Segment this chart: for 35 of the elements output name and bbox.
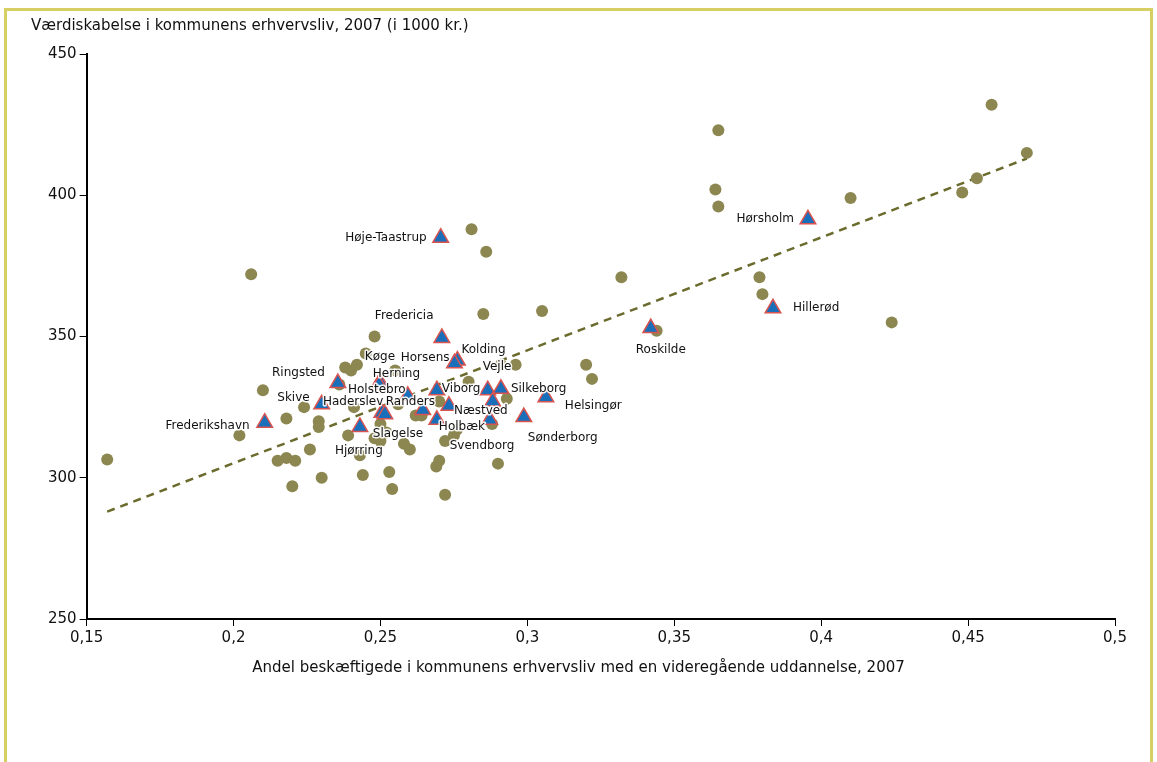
annotation: Skive	[277, 390, 310, 405]
annotation: Svendborg	[449, 437, 515, 452]
annotation: Kolding	[461, 341, 506, 356]
annotation: Roskilde	[635, 342, 686, 357]
annotation: Hillerød	[792, 300, 840, 315]
annotation: Hjørring	[334, 443, 383, 458]
y-axis-title: Værdiskabelse i kommunens erhvervsliv, 2007 (i 1000 kr.)	[31, 16, 469, 34]
x-tick-label: 0,5	[1103, 627, 1127, 646]
annotation: Horsens	[400, 350, 450, 365]
x-tick-label: 0,25	[363, 627, 398, 646]
annotation: Ringsted	[271, 365, 325, 380]
y-tick-label: 300	[47, 467, 77, 486]
x-axis-title: Andel beskæftigede i kommunens erhvervsliv med en videregående uddannelse, 2007	[251, 658, 906, 676]
annotation: Viborg	[441, 381, 481, 396]
annotation: Fredericia	[374, 308, 434, 323]
x-tick-label: 0,4	[809, 627, 834, 646]
y-tick-label: 250	[47, 608, 77, 627]
annotation: Frederikshavn	[165, 417, 250, 432]
x-tick-label: 0,45	[951, 627, 985, 646]
annotation: Silkeborg	[510, 380, 567, 395]
annotation: Vejle	[482, 359, 512, 374]
annotation: Helsingør	[564, 398, 622, 413]
annotation: Sønderborg	[527, 430, 598, 445]
annotation: Holstebro	[347, 381, 406, 396]
y-tick-label: 350	[47, 326, 77, 345]
annotation: Hørsholm	[736, 211, 794, 226]
y-tick-label: 400	[47, 185, 77, 204]
annotation: Høje-Taastrup	[345, 229, 427, 244]
x-tick-label: 0,2	[221, 627, 246, 646]
x-tick-label: 0,15	[69, 627, 104, 646]
x-tick-label: 0,35	[657, 627, 691, 646]
annotation: Køge	[364, 348, 396, 363]
annotation: Haderslev	[322, 393, 384, 408]
y-tick-label: 450	[47, 43, 77, 62]
x-tick-label: 0,3	[515, 627, 540, 646]
